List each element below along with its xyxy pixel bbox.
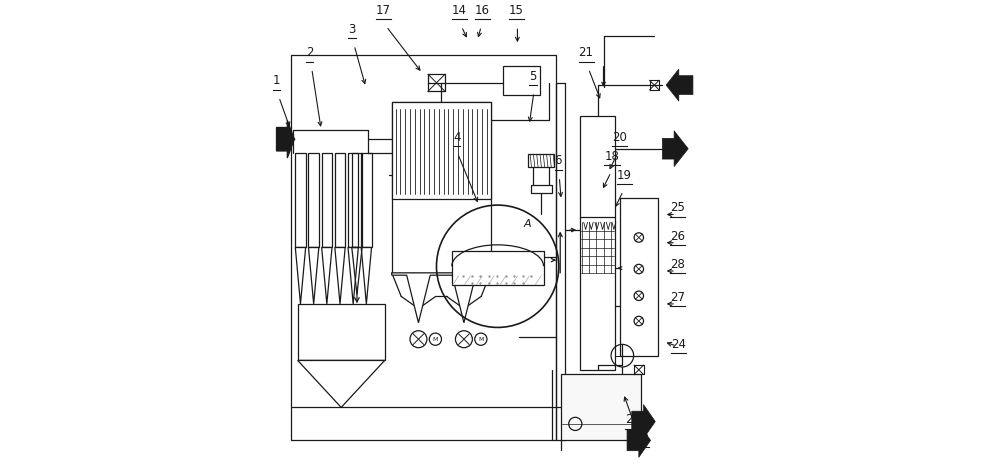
Bar <box>352 153 362 247</box>
Bar <box>335 153 345 247</box>
Bar <box>580 116 615 370</box>
Text: 27: 27 <box>670 291 685 304</box>
Text: M: M <box>433 337 438 342</box>
Text: 25: 25 <box>670 201 685 215</box>
Bar <box>528 154 554 167</box>
Polygon shape <box>632 405 655 438</box>
Text: 14: 14 <box>452 4 467 17</box>
Text: 6: 6 <box>555 155 562 167</box>
Text: 15: 15 <box>509 4 524 17</box>
Polygon shape <box>662 131 688 166</box>
Bar <box>298 304 385 360</box>
Text: 23: 23 <box>634 432 649 445</box>
Polygon shape <box>666 69 693 101</box>
Polygon shape <box>276 120 294 158</box>
Bar <box>503 66 540 94</box>
Bar <box>361 153 372 247</box>
Bar <box>561 374 641 440</box>
Polygon shape <box>627 423 651 457</box>
Text: 17: 17 <box>376 4 391 17</box>
Bar <box>348 153 358 247</box>
Text: 21: 21 <box>579 46 594 59</box>
Bar <box>531 185 552 193</box>
Text: 28: 28 <box>670 258 685 271</box>
Text: 26: 26 <box>670 230 685 243</box>
Text: 16: 16 <box>475 4 490 17</box>
Text: 5: 5 <box>529 70 537 83</box>
Text: 2: 2 <box>306 46 313 59</box>
Bar <box>295 153 306 247</box>
Bar <box>291 55 556 440</box>
Bar <box>452 251 544 284</box>
Bar <box>620 198 658 356</box>
Text: M: M <box>478 337 484 342</box>
Text: 20: 20 <box>612 131 627 144</box>
Text: 18: 18 <box>605 150 619 163</box>
Text: 3: 3 <box>348 23 355 36</box>
Text: 1: 1 <box>273 74 280 87</box>
Polygon shape <box>392 273 491 323</box>
Bar <box>322 153 332 247</box>
Text: 4: 4 <box>453 131 460 144</box>
Bar <box>392 101 491 273</box>
Text: 22: 22 <box>625 413 640 426</box>
Bar <box>392 101 491 199</box>
Text: 19: 19 <box>617 169 632 182</box>
Text: A: A <box>523 219 531 229</box>
Text: 24: 24 <box>671 338 686 351</box>
Bar <box>308 153 319 247</box>
